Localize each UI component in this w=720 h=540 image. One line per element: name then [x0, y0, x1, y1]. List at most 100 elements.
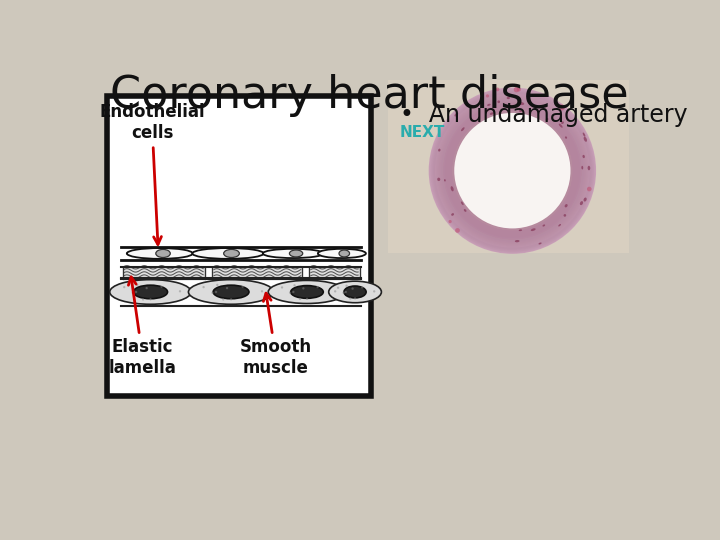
Ellipse shape [241, 286, 244, 288]
Ellipse shape [135, 291, 138, 293]
Circle shape [587, 187, 592, 191]
Ellipse shape [354, 297, 356, 300]
Ellipse shape [339, 250, 350, 257]
Circle shape [445, 104, 580, 238]
Circle shape [559, 104, 565, 111]
Text: NEXT: NEXT [400, 125, 446, 140]
Text: Coronary heart disease: Coronary heart disease [109, 74, 629, 117]
Ellipse shape [299, 298, 301, 300]
Ellipse shape [156, 249, 171, 258]
Text: •  An undamaged artery: • An undamaged artery [400, 103, 688, 127]
Ellipse shape [461, 127, 464, 131]
Ellipse shape [349, 298, 351, 300]
Ellipse shape [216, 284, 218, 286]
Ellipse shape [564, 204, 567, 207]
Text: Smooth
muscle: Smooth muscle [240, 293, 312, 377]
Ellipse shape [222, 298, 225, 301]
Ellipse shape [224, 249, 239, 258]
Circle shape [446, 105, 578, 236]
Ellipse shape [546, 118, 549, 120]
Ellipse shape [580, 201, 583, 205]
Ellipse shape [136, 284, 138, 286]
Ellipse shape [519, 110, 522, 112]
Ellipse shape [343, 292, 345, 294]
Circle shape [440, 99, 585, 242]
Ellipse shape [289, 292, 292, 294]
Circle shape [428, 87, 596, 254]
Ellipse shape [132, 292, 134, 294]
Ellipse shape [487, 104, 490, 106]
Ellipse shape [215, 291, 217, 293]
Bar [388, 80, 629, 253]
Circle shape [452, 111, 573, 231]
Ellipse shape [192, 248, 264, 259]
Ellipse shape [133, 285, 168, 299]
Bar [122, 267, 204, 279]
Circle shape [429, 88, 595, 253]
Ellipse shape [515, 240, 520, 242]
Circle shape [436, 94, 589, 247]
Circle shape [486, 145, 539, 197]
Circle shape [462, 120, 563, 221]
Circle shape [432, 91, 593, 251]
Circle shape [480, 138, 545, 203]
Circle shape [449, 108, 576, 234]
Bar [107, 96, 371, 396]
Ellipse shape [316, 286, 319, 288]
Circle shape [441, 100, 583, 241]
Ellipse shape [293, 284, 296, 287]
Ellipse shape [329, 281, 382, 303]
Ellipse shape [583, 198, 587, 201]
Circle shape [431, 90, 594, 252]
Ellipse shape [451, 213, 454, 216]
Ellipse shape [582, 132, 585, 137]
Ellipse shape [189, 280, 274, 304]
Ellipse shape [559, 124, 562, 127]
Ellipse shape [361, 286, 364, 288]
Ellipse shape [373, 290, 375, 293]
Ellipse shape [291, 286, 323, 298]
Bar [212, 267, 302, 279]
Ellipse shape [564, 214, 566, 217]
Ellipse shape [444, 179, 446, 181]
Ellipse shape [438, 148, 441, 152]
Circle shape [454, 113, 570, 228]
Ellipse shape [345, 291, 347, 293]
Ellipse shape [226, 287, 228, 289]
Circle shape [443, 102, 582, 240]
Circle shape [448, 106, 577, 235]
Ellipse shape [318, 249, 366, 258]
Ellipse shape [289, 250, 302, 257]
Ellipse shape [507, 97, 510, 99]
Ellipse shape [269, 280, 346, 303]
Ellipse shape [542, 225, 545, 227]
Ellipse shape [490, 112, 494, 115]
Circle shape [433, 92, 591, 249]
Circle shape [472, 131, 553, 211]
Ellipse shape [306, 298, 308, 300]
Ellipse shape [346, 285, 348, 287]
Circle shape [435, 93, 590, 248]
Ellipse shape [281, 286, 283, 288]
Circle shape [437, 96, 588, 245]
Circle shape [495, 87, 500, 91]
Ellipse shape [518, 230, 522, 231]
Ellipse shape [485, 109, 490, 111]
Circle shape [449, 220, 451, 223]
Circle shape [486, 94, 489, 98]
Ellipse shape [261, 290, 264, 293]
Ellipse shape [211, 292, 214, 294]
Bar [310, 267, 360, 279]
Ellipse shape [123, 286, 125, 288]
Text: Elastic
lamella: Elastic lamella [109, 277, 176, 377]
Ellipse shape [337, 287, 339, 289]
Ellipse shape [498, 100, 500, 103]
Ellipse shape [451, 186, 454, 191]
Circle shape [455, 228, 460, 233]
Ellipse shape [145, 287, 148, 289]
Ellipse shape [539, 242, 541, 245]
Ellipse shape [531, 228, 536, 231]
Ellipse shape [213, 285, 249, 299]
Ellipse shape [161, 286, 163, 288]
Text: Endothelial
cells: Endothelial cells [99, 103, 204, 245]
